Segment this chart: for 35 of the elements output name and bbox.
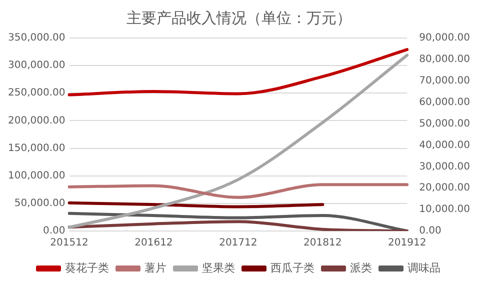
x-tick-label: 201612 bbox=[134, 238, 173, 249]
line-series bbox=[68, 48, 409, 96]
y2-tick-label: 90,000.00 bbox=[419, 32, 470, 44]
y2-tick-label: 50,000.00 bbox=[419, 118, 470, 130]
y-tick-label: 250,000.00 bbox=[8, 88, 66, 99]
line-series bbox=[68, 220, 409, 231]
legend-label: 坚果类 bbox=[202, 261, 235, 274]
y2-tick-label: 40,000.00 bbox=[419, 140, 470, 151]
chart-title: 主要产品收入情况（单位：万元） bbox=[126, 8, 352, 27]
y2-tick-label: 60,000.00 bbox=[419, 96, 470, 108]
x-tick-label: 201912 bbox=[388, 238, 426, 249]
y-tick-label: 350,000.00 bbox=[8, 32, 66, 44]
y-tick-label: 300,000.00 bbox=[8, 60, 66, 72]
y-tick-label: 0.00 bbox=[42, 226, 66, 237]
y2-tick-label: 20,000.00 bbox=[419, 182, 470, 194]
y-tick-label: 50,000.00 bbox=[14, 198, 66, 210]
y-tick-label: 100,000.00 bbox=[8, 170, 66, 182]
legend-label: 西瓜子类 bbox=[270, 261, 314, 274]
legend-label: 葵花子类 bbox=[65, 261, 109, 274]
x-tick-label: 201712 bbox=[219, 238, 258, 249]
y2-tick-label: 70,000.00 bbox=[419, 75, 470, 86]
legend-label: 薯片 bbox=[144, 261, 166, 274]
line-series bbox=[68, 54, 409, 229]
y-tick-label: 200,000.00 bbox=[8, 115, 66, 126]
line-series bbox=[68, 183, 409, 199]
y2-tick-label: 80,000.00 bbox=[419, 54, 470, 66]
x-tick-label: 201812 bbox=[304, 238, 342, 249]
x-tick-label: 201512 bbox=[50, 238, 88, 249]
line-series bbox=[68, 212, 409, 231]
y2-tick-label: 10,000.00 bbox=[419, 204, 470, 216]
y2-tick-label: 30,000.00 bbox=[419, 161, 470, 172]
legend-label: 派类 bbox=[350, 261, 372, 274]
y2-tick-label: 0.00 bbox=[419, 226, 442, 237]
legend-label: 调味品 bbox=[408, 261, 440, 274]
y-tick-label: 150,000.00 bbox=[8, 142, 66, 154]
